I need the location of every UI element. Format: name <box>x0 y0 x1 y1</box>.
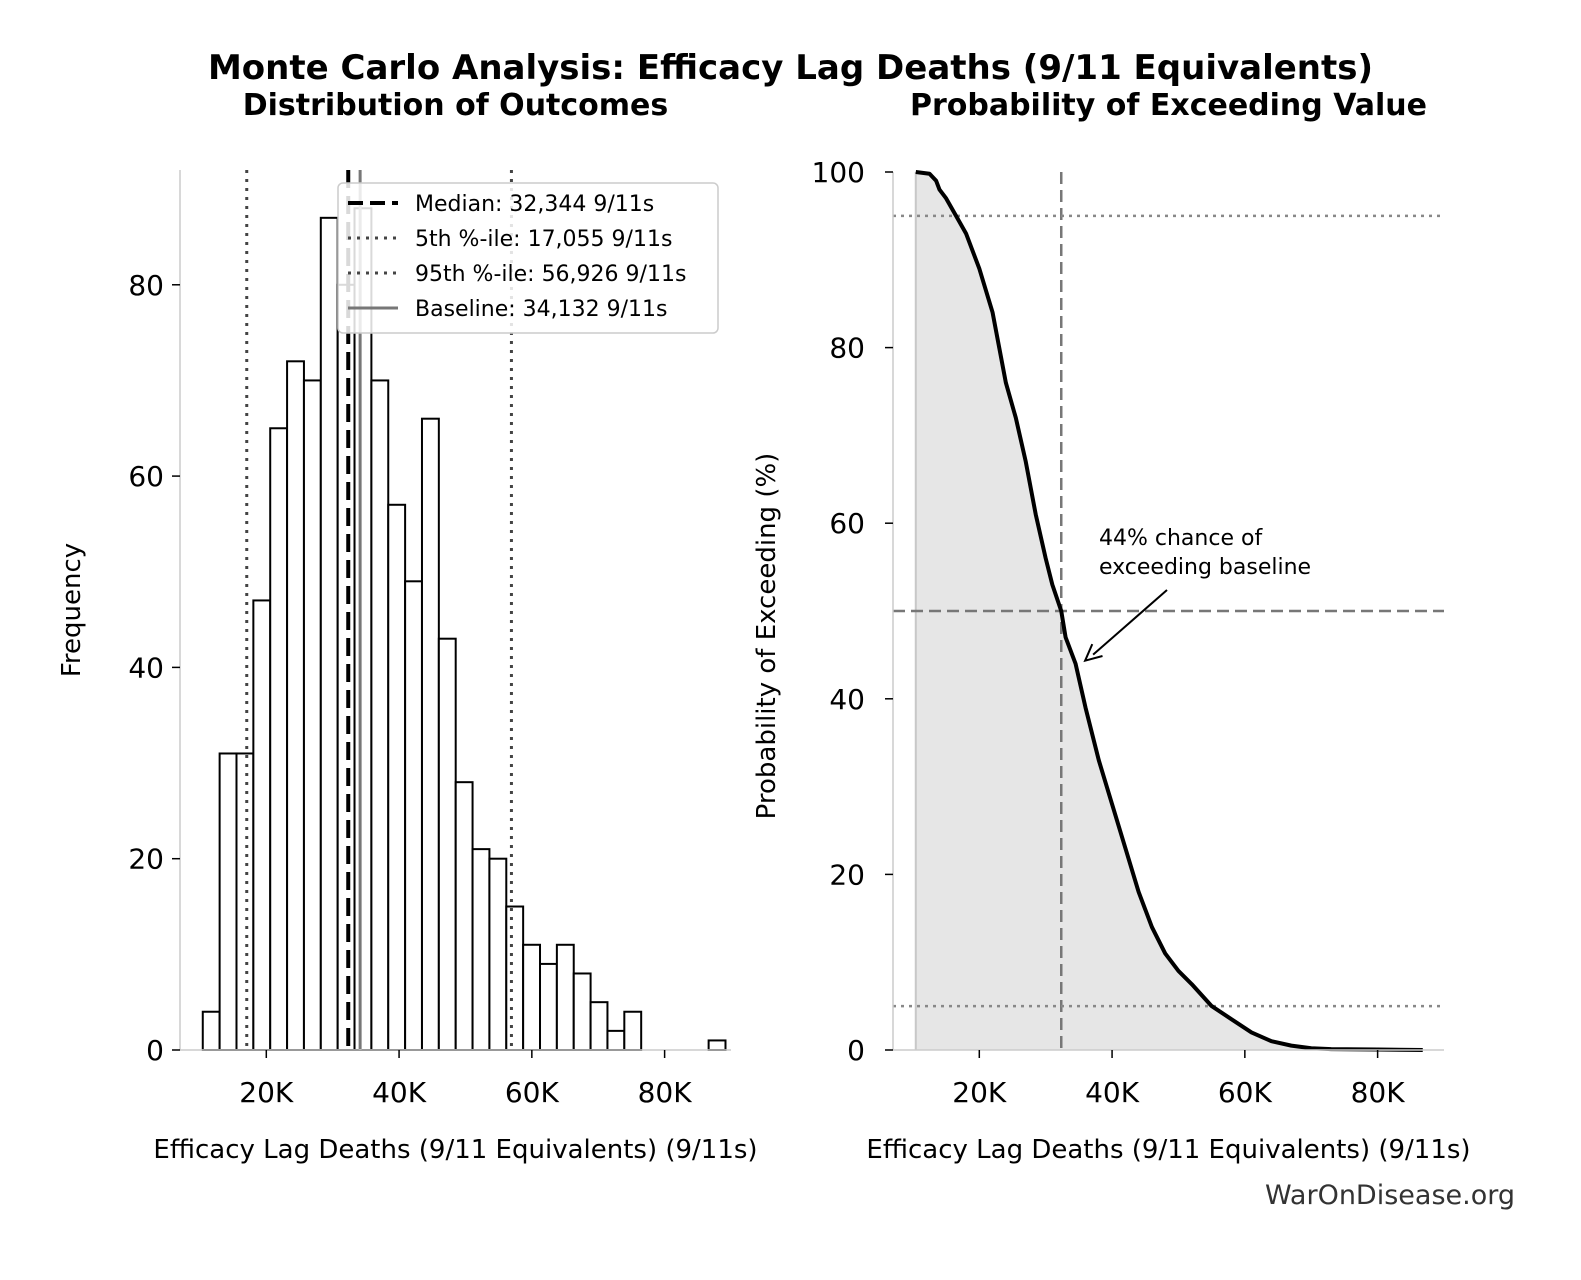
x-axis-label: Efficacy Lag Deaths (9/11 Equivalents) (… <box>153 1135 757 1165</box>
x-tick-label: 20K <box>952 1076 1007 1109</box>
y-tick-label: 60 <box>829 507 865 540</box>
annotation-arrow-shaft <box>1092 589 1168 656</box>
annotation-text-line: exceeding baseline <box>1099 555 1311 580</box>
legend-label-median: Median: 32,344 9/11s <box>415 192 654 217</box>
y-tick-label: 20 <box>829 858 865 891</box>
y-tick-label: 40 <box>128 651 164 684</box>
legend-label-baseline: Baseline: 34,132 9/11s <box>415 297 668 322</box>
y-tick-label: 60 <box>128 460 164 493</box>
legend-label-p5: 5th %-ile: 17,055 9/11s <box>415 227 672 252</box>
figure-title: Monte Carlo Analysis: Efficacy Lag Death… <box>207 48 1374 88</box>
watermark: WarOnDisease.org <box>1264 1180 1515 1211</box>
y-tick-label: 20 <box>128 843 164 876</box>
y-tick-label: 100 <box>812 156 865 189</box>
y-tick-label: 0 <box>146 1034 164 1067</box>
x-tick-label: 80K <box>638 1076 693 1109</box>
annotation-arrow-head <box>1083 643 1103 663</box>
x-tick-label: 40K <box>372 1076 427 1109</box>
x-tick-label: 20K <box>239 1076 294 1109</box>
y-tick-label: 0 <box>847 1034 865 1067</box>
exceedance-curve <box>915 170 1423 1052</box>
x-tick-label: 80K <box>1351 1076 1406 1109</box>
x-tick-label: 60K <box>1218 1076 1273 1109</box>
y-tick-label: 80 <box>829 332 865 365</box>
exceedance-title: Probability of Exceeding Value <box>909 88 1428 123</box>
exceedance-fill <box>915 172 1423 1050</box>
y-tick-label: 80 <box>128 269 164 302</box>
x-axis-label: Efficacy Lag Deaths (9/11 Equivalents) (… <box>866 1135 1470 1165</box>
y-axis-label: Probability of Exceeding (%) <box>752 453 782 820</box>
histogram-title: Distribution of Outcomes <box>242 88 669 123</box>
y-axis-label: Frequency <box>57 543 87 677</box>
y-tick-label: 40 <box>829 683 865 716</box>
annotation-text-line: 44% chance of <box>1099 526 1263 551</box>
x-tick-label: 60K <box>505 1076 560 1109</box>
legend-box <box>337 182 719 334</box>
x-tick-label: 40K <box>1085 1076 1140 1109</box>
legend-label-p95: 95th %-ile: 56,926 9/11s <box>415 262 686 287</box>
